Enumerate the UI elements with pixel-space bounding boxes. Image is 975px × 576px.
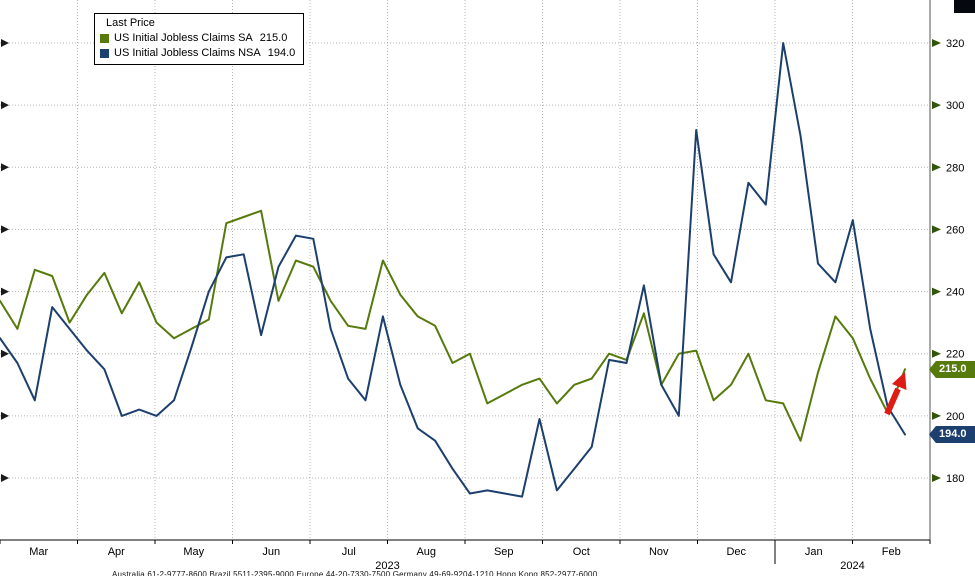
y-axis-label: 240	[946, 287, 964, 299]
right-axis-tick-arrow	[932, 474, 941, 482]
right-axis-tick-arrow	[932, 101, 941, 110]
x-axis-month-label: May	[183, 546, 204, 558]
left-axis-tick-arrow	[1, 225, 9, 234]
x-axis-month-label: Oct	[573, 546, 590, 558]
sa-last-price-callout: 215.0	[929, 361, 975, 378]
red-arrow-head	[892, 372, 907, 390]
sa-series-value: 215.0	[259, 32, 288, 44]
footer-disclaimer: Australia 61-2-9777-8600 Brazil 5511-239…	[112, 570, 598, 576]
y-axis-label: 280	[946, 162, 964, 174]
x-axis-month-label: Jan	[805, 546, 823, 558]
legend-row-nsa: US Initial Jobless Claims NSA 194.0	[100, 46, 295, 61]
sa-series-swatch	[100, 34, 109, 43]
left-axis-tick-arrow	[1, 39, 9, 47]
x-axis-month-label: Feb	[882, 546, 901, 558]
right-axis-tick-arrow	[932, 411, 941, 420]
right-axis-tick-arrow	[932, 225, 941, 234]
x-axis-month-label: Apr	[108, 546, 125, 558]
nsa-last-price-callout: 194.0	[929, 426, 975, 443]
x-axis-month-label: Jun	[262, 546, 280, 558]
y-axis-label: 300	[946, 100, 964, 112]
x-axis-month-label: Sep	[494, 546, 514, 558]
legend: Last Price US Initial Jobless Claims SA …	[94, 13, 305, 65]
window-corner-box	[954, 0, 975, 13]
series-line-nsa	[0, 42, 906, 498]
sa-series-label: US Initial Jobless Claims SA	[114, 32, 253, 44]
x-axis-month-label: Jul	[342, 546, 356, 558]
y-axis-label: 220	[946, 349, 964, 361]
right-axis-tick-arrow	[932, 39, 941, 47]
left-axis-tick-arrow	[1, 287, 9, 296]
y-axis-label: 320	[946, 38, 964, 50]
left-axis-tick-arrow	[1, 349, 9, 358]
right-axis-tick-arrow	[932, 349, 941, 358]
nsa-series-swatch	[100, 49, 109, 58]
y-axis-label: 180	[946, 473, 964, 485]
series-line-sa	[0, 209, 906, 442]
legend-title: Last Price	[106, 17, 155, 29]
left-axis-tick-arrow	[1, 101, 9, 110]
right-axis-tick-arrow	[932, 163, 941, 172]
x-axis-month-label: Mar	[29, 546, 48, 558]
y-axis-label: 200	[946, 411, 964, 423]
red-arrow-shaft	[884, 387, 901, 416]
right-axis-tick-arrow	[932, 287, 941, 296]
x-axis-year-label: 2024	[840, 560, 864, 572]
y-axis-label: 260	[946, 224, 964, 236]
x-axis-month-label: Dec	[726, 546, 746, 558]
left-axis-tick-arrow	[1, 163, 9, 172]
nsa-series-label: US Initial Jobless Claims NSA	[114, 47, 261, 59]
nsa-series-value: 194.0	[267, 47, 296, 59]
left-axis-tick-arrow	[1, 411, 9, 420]
legend-row-sa: US Initial Jobless Claims SA 215.0	[100, 31, 295, 46]
x-axis-month-label: Nov	[649, 546, 669, 558]
x-axis-year-label: 2023	[375, 560, 399, 572]
left-axis-tick-arrow	[1, 474, 9, 482]
x-axis-month-label: Aug	[416, 546, 436, 558]
